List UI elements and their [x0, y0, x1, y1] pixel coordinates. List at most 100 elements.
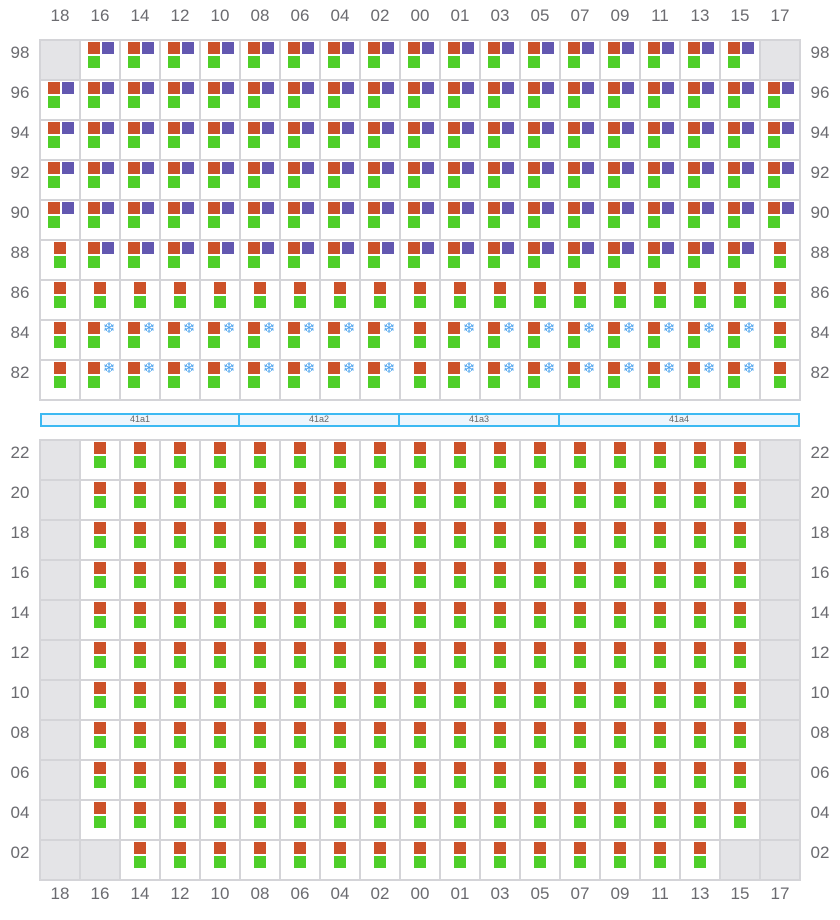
slot-10-15[interactable] — [721, 681, 759, 719]
slot-94-16[interactable] — [81, 121, 119, 159]
slot-08-07[interactable] — [561, 721, 599, 759]
slot-94-17[interactable] — [761, 121, 799, 159]
slot-10-00[interactable] — [401, 681, 439, 719]
slot-88-12[interactable] — [161, 241, 199, 279]
slot-12-12[interactable] — [161, 641, 199, 679]
slot-04-15[interactable] — [721, 801, 759, 839]
slot-10-16[interactable] — [81, 681, 119, 719]
slot-98-04[interactable] — [321, 41, 359, 79]
slot-88-02[interactable] — [361, 241, 399, 279]
slot-12-11[interactable] — [641, 641, 679, 679]
slot-84-10[interactable]: ❄ — [201, 321, 239, 359]
slot-96-03[interactable] — [481, 81, 519, 119]
slot-88-09[interactable] — [601, 241, 639, 279]
slot-18-15[interactable] — [721, 521, 759, 559]
slot-98-02[interactable] — [361, 41, 399, 79]
slot-86-11[interactable] — [641, 281, 679, 319]
slot-06-13[interactable] — [681, 761, 719, 799]
slot-18-07[interactable] — [561, 521, 599, 559]
slot-84-18[interactable] — [41, 321, 79, 359]
slot-90-14[interactable] — [121, 201, 159, 239]
slot-18-02[interactable] — [361, 521, 399, 559]
slot-04-13[interactable] — [681, 801, 719, 839]
slot-86-18[interactable] — [41, 281, 79, 319]
slot-82-14[interactable]: ❄ — [121, 361, 159, 399]
slot-16-04[interactable] — [321, 561, 359, 599]
slot-96-14[interactable] — [121, 81, 159, 119]
slot-96-01[interactable] — [441, 81, 479, 119]
slot-86-13[interactable] — [681, 281, 719, 319]
slot-12-05[interactable] — [521, 641, 559, 679]
slot-06-06[interactable] — [281, 761, 319, 799]
slot-04-07[interactable] — [561, 801, 599, 839]
slot-90-05[interactable] — [521, 201, 559, 239]
slot-04-01[interactable] — [441, 801, 479, 839]
slot-84-05[interactable]: ❄ — [521, 321, 559, 359]
slot-16-14[interactable] — [121, 561, 159, 599]
slot-86-05[interactable] — [521, 281, 559, 319]
slot-86-16[interactable] — [81, 281, 119, 319]
zone-41a1[interactable]: 41a1 — [42, 415, 240, 425]
slot-96-05[interactable] — [521, 81, 559, 119]
slot-86-02[interactable] — [361, 281, 399, 319]
slot-18-09[interactable] — [601, 521, 639, 559]
slot-96-06[interactable] — [281, 81, 319, 119]
slot-82-00[interactable] — [401, 361, 439, 399]
slot-96-08[interactable] — [241, 81, 279, 119]
slot-20-03[interactable] — [481, 481, 519, 519]
slot-82-05[interactable]: ❄ — [521, 361, 559, 399]
slot-82-11[interactable]: ❄ — [641, 361, 679, 399]
slot-16-09[interactable] — [601, 561, 639, 599]
slot-04-10[interactable] — [201, 801, 239, 839]
slot-22-02[interactable] — [361, 441, 399, 479]
slot-84-08[interactable]: ❄ — [241, 321, 279, 359]
slot-94-03[interactable] — [481, 121, 519, 159]
slot-94-05[interactable] — [521, 121, 559, 159]
slot-20-13[interactable] — [681, 481, 719, 519]
slot-12-06[interactable] — [281, 641, 319, 679]
slot-92-15[interactable] — [721, 161, 759, 199]
slot-92-14[interactable] — [121, 161, 159, 199]
slot-22-00[interactable] — [401, 441, 439, 479]
slot-94-00[interactable] — [401, 121, 439, 159]
slot-96-10[interactable] — [201, 81, 239, 119]
slot-90-09[interactable] — [601, 201, 639, 239]
slot-04-04[interactable] — [321, 801, 359, 839]
zone-41a2[interactable]: 41a2 — [240, 415, 400, 425]
slot-88-00[interactable] — [401, 241, 439, 279]
slot-98-01[interactable] — [441, 41, 479, 79]
slot-90-16[interactable] — [81, 201, 119, 239]
slot-08-03[interactable] — [481, 721, 519, 759]
slot-22-08[interactable] — [241, 441, 279, 479]
slot-82-02[interactable]: ❄ — [361, 361, 399, 399]
slot-84-02[interactable]: ❄ — [361, 321, 399, 359]
slot-18-01[interactable] — [441, 521, 479, 559]
slot-08-04[interactable] — [321, 721, 359, 759]
slot-22-11[interactable] — [641, 441, 679, 479]
slot-84-14[interactable]: ❄ — [121, 321, 159, 359]
slot-92-02[interactable] — [361, 161, 399, 199]
slot-98-03[interactable] — [481, 41, 519, 79]
slot-90-13[interactable] — [681, 201, 719, 239]
slot-82-08[interactable]: ❄ — [241, 361, 279, 399]
slot-98-07[interactable] — [561, 41, 599, 79]
slot-94-07[interactable] — [561, 121, 599, 159]
slot-08-10[interactable] — [201, 721, 239, 759]
slot-20-07[interactable] — [561, 481, 599, 519]
slot-08-02[interactable] — [361, 721, 399, 759]
slot-82-03[interactable]: ❄ — [481, 361, 519, 399]
slot-06-02[interactable] — [361, 761, 399, 799]
slot-98-00[interactable] — [401, 41, 439, 79]
slot-14-06[interactable] — [281, 601, 319, 639]
slot-88-15[interactable] — [721, 241, 759, 279]
slot-02-05[interactable] — [521, 841, 559, 879]
slot-96-16[interactable] — [81, 81, 119, 119]
slot-84-00[interactable] — [401, 321, 439, 359]
slot-90-10[interactable] — [201, 201, 239, 239]
slot-20-05[interactable] — [521, 481, 559, 519]
slot-04-06[interactable] — [281, 801, 319, 839]
slot-08-08[interactable] — [241, 721, 279, 759]
slot-90-08[interactable] — [241, 201, 279, 239]
slot-14-14[interactable] — [121, 601, 159, 639]
slot-94-11[interactable] — [641, 121, 679, 159]
